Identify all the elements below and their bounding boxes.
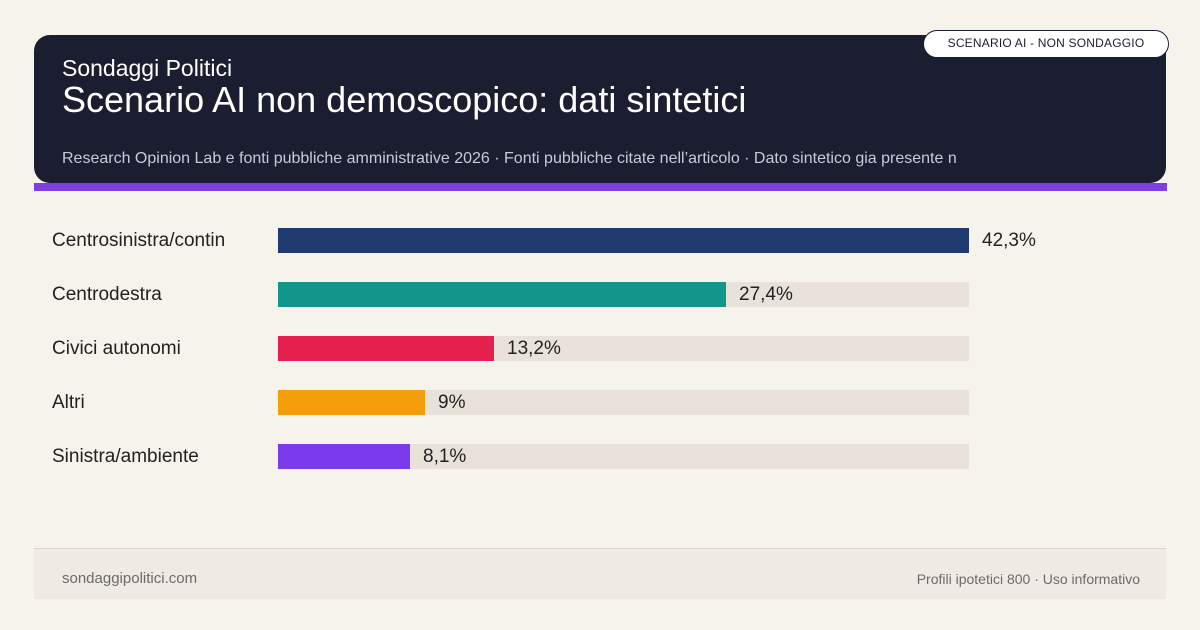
scenario-badge-label: SCENARIO AI - NON SONDAGGIO [947,36,1145,50]
bar [278,444,410,469]
category-label: Centrodestra [52,284,162,305]
bar [278,282,726,307]
footer-note: Profili ipotetici 800 · Uso informativo [916,571,1140,587]
bar [278,390,425,415]
category-label: Altri [52,392,85,413]
bar [278,228,969,253]
header-panel: Sondaggi Politici Scenario AI non demosc… [34,35,1166,183]
value-label: 42,3% [982,230,1036,251]
bar-track [278,390,969,415]
bar-track [278,282,969,307]
value-label: 27,4% [739,284,793,305]
sources-line: Research Opinion Lab e fonti pubbliche a… [62,150,957,167]
scenario-badge: SCENARIO AI - NON SONDAGGIO [923,30,1169,58]
category-label: Sinistra/ambiente [52,446,199,467]
header-accent-bar [34,183,1167,191]
footer: sondaggipolitici.com Profili ipotetici 8… [34,548,1166,599]
bar-track [278,444,969,469]
footer-site-link[interactable]: sondaggipolitici.com [62,570,198,587]
chart-title: Scenario AI non demoscopico: dati sintet… [62,79,747,120]
brand-name: Sondaggi Politici [62,55,233,81]
category-label: Centrosinistra/contin [52,230,226,251]
value-label: 9% [438,392,466,413]
bar-track [278,228,969,253]
value-label: 8,1% [423,446,467,467]
value-label: 13,2% [507,338,561,359]
category-label: Civici autonomi [52,338,181,359]
bar [278,336,494,361]
bar-track [278,336,969,361]
